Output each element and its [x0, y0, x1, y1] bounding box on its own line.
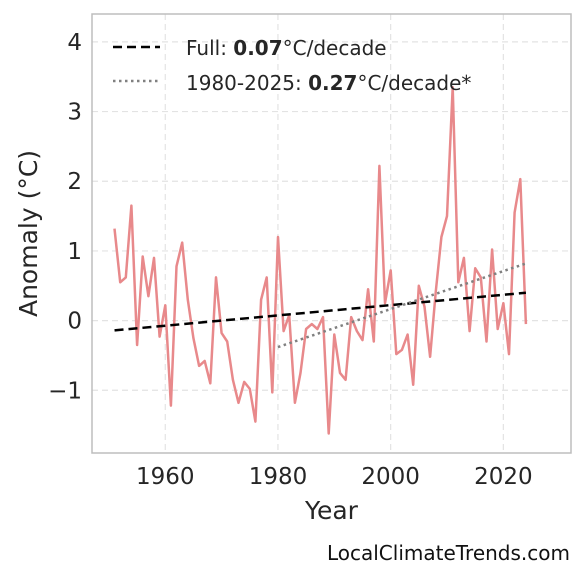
- trend-line-recent: [277, 262, 527, 349]
- legend-label-recent-trend: 1980-2025: 0.27°C/decade*: [186, 71, 471, 95]
- watermark: LocalClimateTrends.com: [327, 541, 570, 565]
- x-tick-label-2020: 2020: [474, 464, 533, 490]
- y-tick-label--1: −1: [48, 378, 82, 404]
- y-tick-label-4: 4: [67, 30, 82, 56]
- grid: [92, 14, 571, 453]
- y-axis-title: Anomaly (°C): [14, 150, 43, 317]
- tick-labels: 1960 1980 2000 2020 −1 0 1 2 3 4: [48, 30, 533, 490]
- y-tick-label-1: 1: [67, 239, 82, 265]
- legend: Full: 0.07°C/decade 1980-2025: 0.27°C/de…: [113, 36, 471, 95]
- x-tick-label-1980: 1980: [249, 464, 308, 490]
- legend-value-full: 0.07: [233, 36, 282, 60]
- legend-prefix-full: Full:: [186, 36, 233, 60]
- plot-frame: [91, 13, 572, 454]
- y-tick-label-2: 2: [67, 169, 82, 195]
- legend-value-recent: 0.27: [308, 71, 357, 95]
- plot-area: [113, 85, 528, 435]
- x-tick-label-1960: 1960: [136, 464, 195, 490]
- legend-prefix-recent: 1980-2025:: [186, 71, 308, 95]
- trend-line-full: [114, 291, 527, 332]
- x-axis-title: Year: [304, 496, 359, 525]
- y-tick-label-3: 3: [67, 100, 82, 126]
- legend-suffix-recent: °C/decade*: [357, 71, 471, 95]
- x-tick-label-2000: 2000: [361, 464, 420, 490]
- legend-label-full-trend: Full: 0.07°C/decade: [186, 36, 387, 60]
- y-tick-label-0: 0: [67, 309, 82, 335]
- legend-suffix-full: °C/decade: [283, 36, 387, 60]
- series-line-anomaly: [113, 85, 528, 435]
